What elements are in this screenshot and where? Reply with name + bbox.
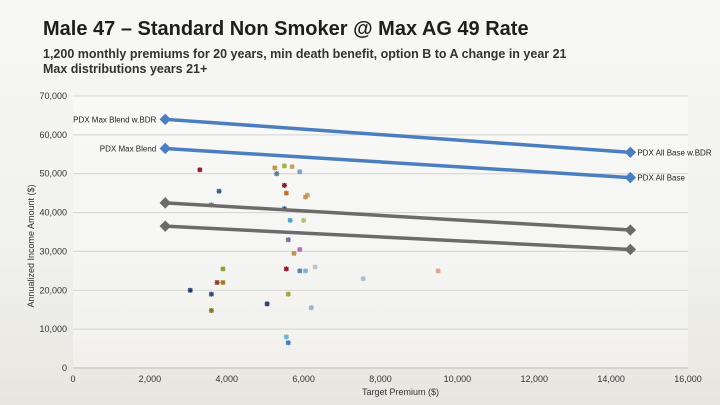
y-tick-label: 0 [62,363,67,373]
y-axis-title: Annualized Income Amount ($) [26,184,36,307]
x-tick-label: 2,000 [139,374,162,384]
scatter-point [187,287,193,293]
series-line [163,224,633,252]
scatter-point [285,237,291,243]
scatter-point [285,291,291,297]
series-marker [159,197,171,209]
y-tick-label: 50,000 [39,169,67,179]
scatter-point [274,171,280,177]
scatter-point [285,340,291,346]
scatter-point [281,163,287,169]
series-marker [624,243,637,256]
x-tick-label: 8,000 [369,374,392,384]
x-tick-label: 12,000 [520,374,548,384]
chart-subtitle: 1,200 monthly premiums for 20 years, min… [43,47,567,77]
scatter-point [283,190,289,196]
series-marker [159,142,171,155]
scatter-point [303,268,309,274]
scatter-point [220,266,226,272]
subtitle-line-1: 1,200 monthly premiums for 20 years, min… [43,47,567,61]
series-line [163,146,633,180]
subtitle-line-2: Max distributions years 21+ [43,62,208,76]
series-line [163,117,633,155]
plot-area [73,96,688,368]
scatter-point [208,307,214,313]
scatter-point [301,217,307,223]
scatter-point [297,246,303,252]
scatter-point [281,182,287,188]
x-tick-label: 10,000 [444,374,472,384]
line-label: PDX All Base w.BDR [637,148,711,157]
series-marker [624,171,637,184]
scatter-point [264,301,270,307]
x-tick-label: 4,000 [215,374,238,384]
scatter-point [272,165,278,171]
x-tick-label: 0 [70,374,75,384]
y-tick-label: 70,000 [39,91,67,101]
scatter-point [283,266,289,272]
scatter-point [220,280,226,286]
line-label: PDX Max Blend [100,144,156,153]
y-tick-label: 20,000 [39,285,67,295]
scatter-point [214,280,220,286]
scatter-point [303,194,309,200]
series-marker [159,113,171,126]
chart-title: Male 47 – Standard Non Smoker @ Max AG 4… [43,18,529,40]
series-marker [624,146,637,159]
scatter-point [312,264,318,270]
y-tick-label: 10,000 [39,324,67,334]
scatter-point [208,291,214,297]
scatter-point [360,276,366,282]
series-marker [159,220,171,232]
scatter-point [283,334,289,340]
x-axis-title: Target Premium ($) [362,387,439,397]
scatter-point [297,169,303,175]
scatter-point [435,268,441,274]
scatter-point [287,217,293,223]
x-tick-label: 16,000 [674,374,702,384]
x-tick-label: 14,000 [597,374,625,384]
x-tick-label: 6,000 [292,374,315,384]
scatter-point [297,268,303,274]
line-label: PDX All Base [637,174,685,183]
series-line [163,201,633,232]
scatter-point [308,305,314,311]
scatter-point [197,167,203,173]
y-tick-label: 40,000 [39,208,67,218]
y-tick-label: 60,000 [39,130,67,140]
series-marker [624,224,637,236]
scatter-point [291,250,297,256]
scatter-point [216,188,222,194]
y-tick-label: 30,000 [39,246,67,256]
scatter-point [289,164,295,170]
line-label: PDX Max Blend w.BDR [73,115,156,124]
